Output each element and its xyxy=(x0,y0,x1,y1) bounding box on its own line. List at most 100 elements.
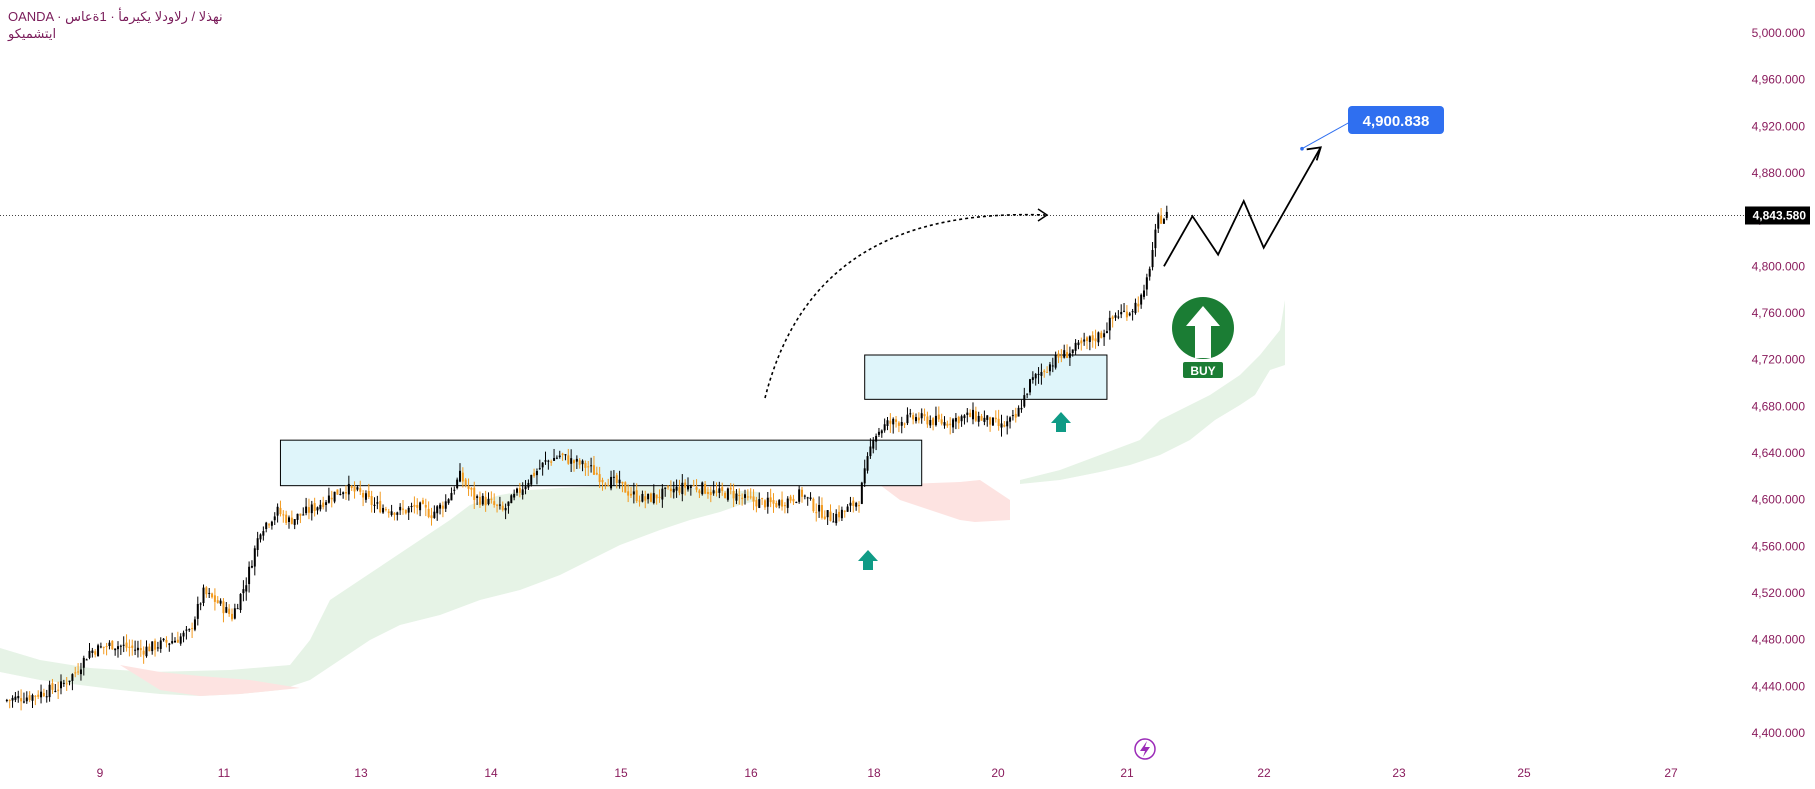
candle-body xyxy=(444,501,447,509)
target-leader xyxy=(1301,121,1351,150)
candle-body xyxy=(829,511,832,521)
candle-body xyxy=(40,691,43,698)
candle-body xyxy=(245,585,248,592)
candle-body xyxy=(347,483,350,495)
candle-body xyxy=(191,628,194,630)
candle-body xyxy=(1094,338,1097,342)
candle-body xyxy=(872,440,875,449)
candle-body xyxy=(122,644,125,646)
candle-body xyxy=(236,608,239,610)
candle-body xyxy=(299,513,302,516)
candle-body xyxy=(379,500,382,513)
candle-body xyxy=(421,500,424,504)
candle-body xyxy=(843,510,846,512)
candle-body xyxy=(430,515,433,519)
candle-body xyxy=(809,497,812,499)
y-tick-label: 4,880.000 xyxy=(1752,166,1806,180)
range-zones[interactable] xyxy=(279,354,1108,487)
candle-body xyxy=(570,458,573,464)
candle-body xyxy=(926,416,929,425)
candle-body xyxy=(1068,353,1071,358)
candle-body xyxy=(1143,290,1145,297)
candle-body xyxy=(168,643,171,645)
candle-body xyxy=(359,488,362,492)
candle-body xyxy=(972,409,974,420)
x-tick-label: 27 xyxy=(1664,766,1678,780)
range-zone[interactable] xyxy=(279,439,923,487)
candle-body xyxy=(376,502,379,504)
candle-body xyxy=(447,499,450,504)
candle-body xyxy=(795,501,798,503)
y-tick-label: 4,720.000 xyxy=(1752,353,1806,367)
candle-body xyxy=(877,431,880,435)
candle-body xyxy=(820,505,823,518)
candle-body xyxy=(350,486,353,488)
candle-body xyxy=(496,504,499,506)
candle-body xyxy=(319,504,322,510)
candle-body xyxy=(664,487,667,489)
x-tick-label: 13 xyxy=(354,766,368,780)
candle-body xyxy=(233,608,236,619)
candle-body xyxy=(68,680,71,682)
candle-body xyxy=(310,504,313,514)
price-axis[interactable]: 5,000.000 4,960.000 4,920.000 4,880.000 4,84… xyxy=(1745,26,1810,740)
candle-body xyxy=(219,600,222,604)
candle-body xyxy=(783,505,786,507)
candle-body xyxy=(766,497,769,507)
candle-body xyxy=(493,501,496,505)
range-zone[interactable] xyxy=(864,354,1108,400)
candle-body xyxy=(296,513,299,520)
candle-body xyxy=(453,489,456,491)
time-axis[interactable]: 9 11 13 14 15 16 18 20 21 22 23 25 27 xyxy=(97,766,1678,780)
candle-body xyxy=(741,497,744,499)
candle-body xyxy=(108,642,111,647)
candle-body xyxy=(923,414,926,417)
candle-body xyxy=(937,414,940,420)
x-tick-label: 14 xyxy=(484,766,498,780)
candle-body xyxy=(20,698,23,702)
candle-body xyxy=(313,503,316,511)
candle-body xyxy=(909,413,912,415)
candle-body xyxy=(1020,407,1023,410)
candle-body xyxy=(772,500,775,504)
candle-body xyxy=(635,490,638,501)
candle-body xyxy=(524,486,527,490)
candle-body xyxy=(174,640,176,643)
candle-body xyxy=(960,416,963,422)
candle-body xyxy=(134,649,137,651)
candle-body xyxy=(752,496,755,502)
candle-body xyxy=(162,638,165,641)
candle-body xyxy=(840,509,843,519)
candle-body xyxy=(866,456,869,471)
candle-body xyxy=(846,506,849,512)
candle-body xyxy=(954,417,957,422)
candle-body xyxy=(1134,302,1137,314)
candle-body xyxy=(1131,311,1134,313)
candle-body xyxy=(858,505,860,507)
buy-label: BUY xyxy=(1190,364,1215,378)
candle-body xyxy=(416,504,419,508)
candles xyxy=(5,205,1168,711)
candle-body xyxy=(1000,423,1003,428)
candle-body xyxy=(382,507,385,513)
candle-body xyxy=(792,498,795,502)
candle-body xyxy=(652,493,655,504)
candle-body xyxy=(231,613,233,620)
candle-body xyxy=(587,466,590,468)
candle-body xyxy=(897,422,900,426)
candle-body xyxy=(136,647,139,651)
candle-body xyxy=(781,499,784,507)
candle-body xyxy=(1086,337,1088,342)
candle-body xyxy=(384,509,387,511)
candle-body xyxy=(812,498,815,512)
up-arrow-icon xyxy=(1051,412,1071,432)
candle-body xyxy=(994,417,997,420)
candle-body xyxy=(1017,407,1020,417)
candle-body xyxy=(125,642,128,648)
candle-body xyxy=(564,454,567,456)
candle-body xyxy=(156,647,159,649)
candle-body xyxy=(533,472,536,477)
candle-body xyxy=(957,416,960,424)
candle-body xyxy=(85,659,88,661)
